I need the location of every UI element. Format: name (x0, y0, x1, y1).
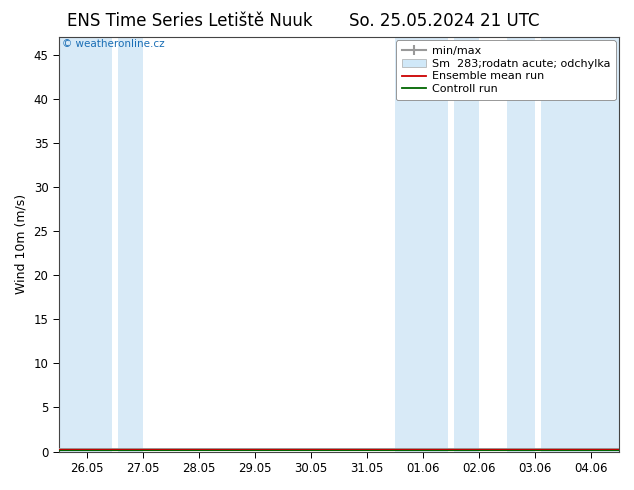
Text: © weatheronline.cz: © weatheronline.cz (61, 39, 164, 49)
Bar (507, 37, 535, 452)
Text: So. 25.05.2024 21 UTC: So. 25.05.2024 21 UTC (349, 12, 539, 30)
Bar (454, 37, 479, 452)
Y-axis label: Wind 10m (m/s): Wind 10m (m/s) (15, 194, 28, 294)
Bar (59, 37, 112, 452)
Bar (541, 37, 619, 452)
Legend: min/max, Sm  283;rodatn acute; odchylka, Ensemble mean run, Controll run: min/max, Sm 283;rodatn acute; odchylka, … (396, 40, 616, 100)
Text: ENS Time Series Letiště Nuuk: ENS Time Series Letiště Nuuk (67, 12, 313, 30)
Bar (118, 37, 143, 452)
Bar (395, 37, 448, 452)
